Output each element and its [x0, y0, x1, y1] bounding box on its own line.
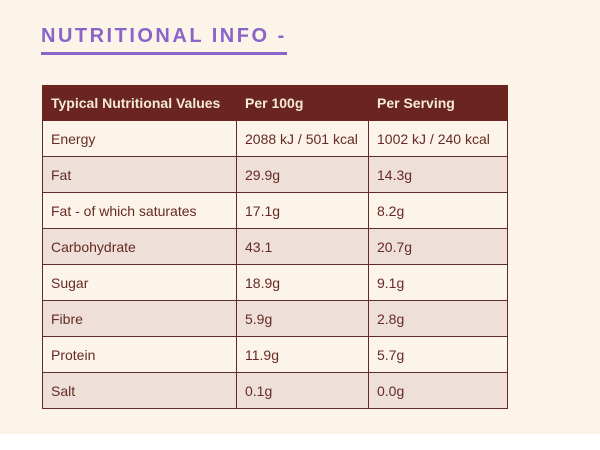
row-value-per-serving: 1002 kJ / 240 kcal — [368, 120, 508, 157]
row-value-per-100g: 5.9g — [236, 300, 369, 337]
row-label: Fat — [42, 156, 237, 193]
table-row: Salt 0.1g 0.0g — [42, 372, 508, 409]
column-header-per-100g: Per 100g — [236, 85, 369, 121]
row-label: Sugar — [42, 264, 237, 301]
row-label: Protein — [42, 336, 237, 373]
table-row: Energy 2088 kJ / 501 kcal 1002 kJ / 240 kc… — [42, 120, 508, 157]
column-header-typical-values: Typical Nutritional Values — [42, 85, 237, 121]
row-value-per-serving: 5.7g — [368, 336, 508, 373]
bottom-strip — [0, 434, 600, 450]
table-row: Fat 29.9g 14.3g — [42, 156, 508, 193]
row-value-per-serving: 8.2g — [368, 192, 508, 229]
row-value-per-serving: 9.1g — [368, 264, 508, 301]
row-value-per-serving: 14.3g — [368, 156, 508, 193]
page-background: NUTRITIONAL INFO - Typical Nutritional V… — [0, 0, 600, 434]
row-label: Carbohydrate — [42, 228, 237, 265]
nutrition-table: Typical Nutritional Values Per 100g Per … — [42, 85, 508, 409]
row-value-per-serving: 0.0g — [368, 372, 508, 409]
row-label: Salt — [42, 372, 237, 409]
row-label: Fibre — [42, 300, 237, 337]
table-row: Fat - of which saturates 17.1g 8.2g — [42, 192, 508, 229]
row-value-per-100g: 11.9g — [236, 336, 369, 373]
row-value-per-100g: 2088 kJ / 501 kcal — [236, 120, 369, 157]
row-value-per-100g: 0.1g — [236, 372, 369, 409]
table-row: Carbohydrate 43.1 20.7g — [42, 228, 508, 265]
row-value-per-100g: 18.9g — [236, 264, 369, 301]
row-label: Energy — [42, 120, 237, 157]
row-value-per-serving: 20.7g — [368, 228, 508, 265]
page-title: NUTRITIONAL INFO - — [41, 25, 287, 55]
table-row: Protein 11.9g 5.7g — [42, 336, 508, 373]
row-value-per-100g: 43.1 — [236, 228, 369, 265]
row-label: Fat - of which saturates — [42, 192, 237, 229]
table-row: Sugar 18.9g 9.1g — [42, 264, 508, 301]
row-value-per-serving: 2.8g — [368, 300, 508, 337]
row-value-per-100g: 29.9g — [236, 156, 369, 193]
table-row: Fibre 5.9g 2.8g — [42, 300, 508, 337]
table-body: Energy 2088 kJ / 501 kcal 1002 kJ / 240 kc… — [42, 120, 508, 409]
column-header-per-serving: Per Serving — [368, 85, 508, 121]
row-value-per-100g: 17.1g — [236, 192, 369, 229]
table-header-row: Typical Nutritional Values Per 100g Per … — [42, 85, 508, 121]
